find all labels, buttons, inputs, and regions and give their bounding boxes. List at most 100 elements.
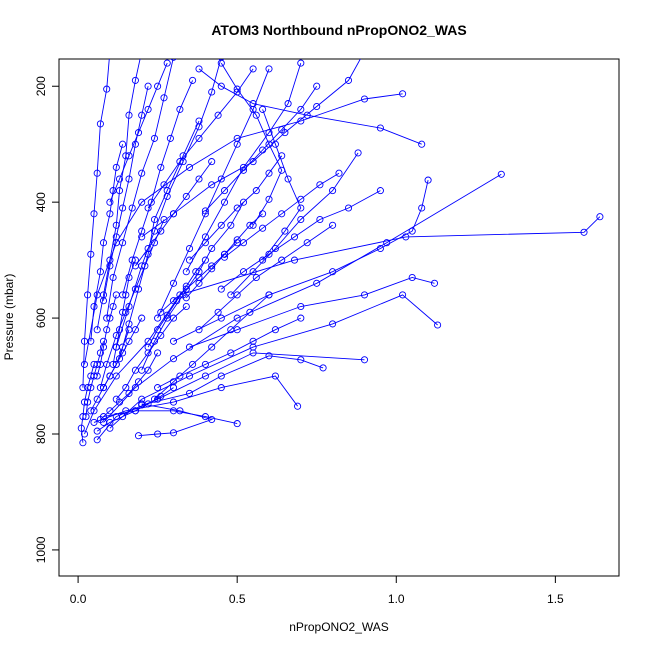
series-line: [82, 59, 110, 388]
data-point: [233, 204, 241, 212]
data-point: [90, 210, 98, 218]
data-point: [418, 140, 426, 148]
series-line: [115, 306, 187, 400]
x-axis: 0.0 0.5 1.0 1.5: [70, 575, 564, 606]
data-point: [290, 233, 299, 241]
data-point: [249, 349, 257, 357]
data-point: [208, 244, 216, 253]
series-2: [99, 170, 505, 426]
series-line: [230, 152, 359, 296]
series-19: [112, 59, 225, 351]
data-point: [182, 302, 190, 311]
data-point: [290, 256, 299, 264]
data-point: [84, 291, 92, 299]
data-point: [233, 420, 241, 428]
data-point: [93, 436, 101, 444]
data-point: [214, 308, 222, 316]
y-axis: 200 400 600 800 1000: [34, 76, 60, 563]
data-point: [297, 195, 305, 203]
data-point: [233, 140, 241, 148]
series-line: [157, 317, 301, 388]
data-point: [176, 407, 184, 415]
series-line: [154, 294, 270, 400]
series-40: [144, 256, 209, 351]
data-point: [138, 111, 146, 119]
data-point: [160, 181, 168, 189]
data-point: [106, 262, 114, 270]
data-point: [125, 111, 133, 119]
data-point: [169, 355, 178, 363]
data-point: [182, 285, 190, 293]
data-point: [112, 331, 120, 340]
series-48: [93, 384, 178, 435]
data-point: [176, 158, 184, 166]
data-point: [169, 314, 178, 322]
data-point: [434, 321, 442, 329]
data-point: [96, 360, 104, 368]
data-point: [195, 117, 203, 125]
data-point: [87, 407, 95, 415]
data-point: [313, 279, 321, 287]
data-point: [399, 90, 407, 98]
data-point: [217, 175, 225, 183]
data-point: [131, 407, 139, 415]
data-point: [122, 384, 130, 392]
data-point: [208, 88, 216, 96]
data-point: [217, 384, 225, 392]
data-point: [169, 210, 178, 218]
series-50: [157, 239, 241, 316]
data-point: [112, 233, 120, 241]
series-line: [109, 62, 168, 203]
y-tick-label: 600: [34, 308, 48, 328]
series-1: [80, 213, 604, 438]
data-point: [418, 204, 426, 212]
data-point: [201, 239, 209, 247]
x-tick-label: 1.5: [547, 592, 564, 606]
series-47: [220, 169, 343, 261]
data-point: [217, 221, 225, 229]
series-line: [141, 201, 244, 371]
data-point: [376, 187, 384, 195]
data-point: [144, 204, 152, 212]
data-point: [169, 398, 178, 406]
data-point: [329, 221, 337, 229]
x-tick-label: 0.0: [70, 592, 87, 606]
data-point: [233, 314, 241, 322]
data-point: [217, 59, 225, 67]
data-point: [227, 326, 235, 334]
data-point: [134, 432, 143, 440]
series-49: [99, 314, 146, 392]
data-point: [169, 337, 178, 345]
data-point: [154, 82, 162, 90]
data-point: [313, 102, 321, 111]
data-point: [217, 314, 225, 322]
x-tick-label: 0.5: [229, 592, 246, 606]
data-point: [185, 372, 194, 380]
data-point: [99, 343, 108, 351]
data-point: [90, 418, 98, 426]
series-12: [138, 352, 327, 409]
data-point: [201, 256, 209, 264]
data-point: [408, 227, 416, 235]
data-point: [96, 268, 104, 276]
series-18: [103, 59, 177, 322]
data-point: [160, 215, 168, 224]
data-point: [154, 349, 162, 357]
series-24: [96, 215, 168, 392]
data-point: [176, 372, 184, 380]
data-point: [160, 94, 168, 102]
data-point: [278, 210, 286, 218]
data-point: [87, 384, 95, 392]
data-point: [185, 389, 194, 397]
data-point: [119, 204, 127, 212]
data-point: [119, 413, 127, 421]
data-point: [185, 163, 194, 171]
data-point: [179, 152, 187, 160]
y-axis-label: Pressure (mbar): [2, 274, 16, 361]
data-point: [208, 158, 216, 166]
series-line: [198, 224, 333, 331]
data-point: [344, 204, 353, 212]
data-point: [249, 268, 257, 276]
data-point: [303, 239, 311, 247]
